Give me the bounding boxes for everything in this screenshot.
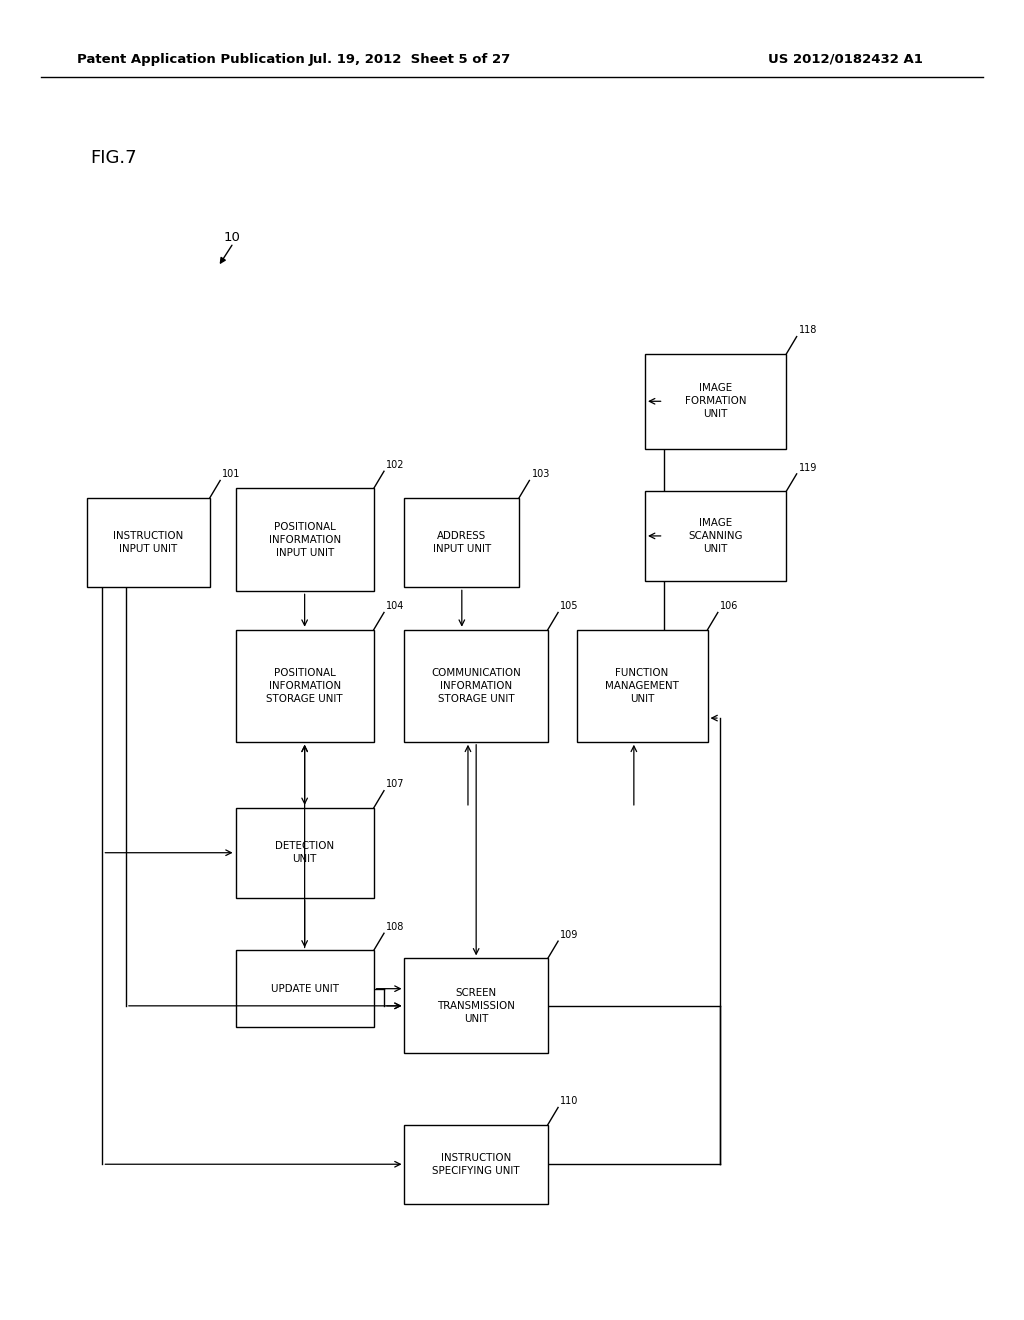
Text: INSTRUCTION
SPECIFYING UNIT: INSTRUCTION SPECIFYING UNIT xyxy=(432,1152,520,1176)
Text: 119: 119 xyxy=(799,462,817,473)
Text: UPDATE UNIT: UPDATE UNIT xyxy=(270,983,339,994)
Text: Patent Application Publication: Patent Application Publication xyxy=(77,53,304,66)
Text: FIG.7: FIG.7 xyxy=(90,149,137,168)
Bar xyxy=(404,1125,548,1204)
Text: 10: 10 xyxy=(223,231,240,244)
Text: 106: 106 xyxy=(720,601,738,611)
Text: IMAGE
FORMATION
UNIT: IMAGE FORMATION UNIT xyxy=(685,384,746,418)
Text: US 2012/0182432 A1: US 2012/0182432 A1 xyxy=(768,53,923,66)
Text: POSITIONAL
INFORMATION
INPUT UNIT: POSITIONAL INFORMATION INPUT UNIT xyxy=(268,523,341,557)
Bar xyxy=(645,491,786,581)
Bar xyxy=(645,354,786,449)
Text: 102: 102 xyxy=(386,459,404,470)
Bar xyxy=(236,808,374,898)
Text: 104: 104 xyxy=(386,601,404,611)
Text: 103: 103 xyxy=(531,469,550,479)
Text: 101: 101 xyxy=(222,469,241,479)
Text: FUNCTION
MANAGEMENT
UNIT: FUNCTION MANAGEMENT UNIT xyxy=(605,668,679,704)
Text: 110: 110 xyxy=(560,1096,579,1106)
Text: IMAGE
SCANNING
UNIT: IMAGE SCANNING UNIT xyxy=(688,519,743,553)
Text: POSITIONAL
INFORMATION
STORAGE UNIT: POSITIONAL INFORMATION STORAGE UNIT xyxy=(266,668,343,704)
Bar xyxy=(404,630,548,742)
Bar xyxy=(236,950,374,1027)
Bar xyxy=(87,498,210,587)
Bar xyxy=(404,498,519,587)
Text: 105: 105 xyxy=(560,601,579,611)
Bar xyxy=(236,488,374,591)
Text: 118: 118 xyxy=(799,325,817,335)
Text: 109: 109 xyxy=(560,929,579,940)
Text: ADDRESS
INPUT UNIT: ADDRESS INPUT UNIT xyxy=(433,531,490,554)
Bar xyxy=(404,958,548,1053)
Text: SCREEN
TRANSMISSION
UNIT: SCREEN TRANSMISSION UNIT xyxy=(437,989,515,1023)
Bar xyxy=(236,630,374,742)
Text: COMMUNICATION
INFORMATION
STORAGE UNIT: COMMUNICATION INFORMATION STORAGE UNIT xyxy=(431,668,521,704)
Text: 108: 108 xyxy=(386,921,404,932)
Text: 107: 107 xyxy=(386,779,404,789)
Text: DETECTION
UNIT: DETECTION UNIT xyxy=(275,841,334,865)
Bar xyxy=(577,630,708,742)
Text: INSTRUCTION
INPUT UNIT: INSTRUCTION INPUT UNIT xyxy=(114,531,183,554)
Text: Jul. 19, 2012  Sheet 5 of 27: Jul. 19, 2012 Sheet 5 of 27 xyxy=(308,53,511,66)
